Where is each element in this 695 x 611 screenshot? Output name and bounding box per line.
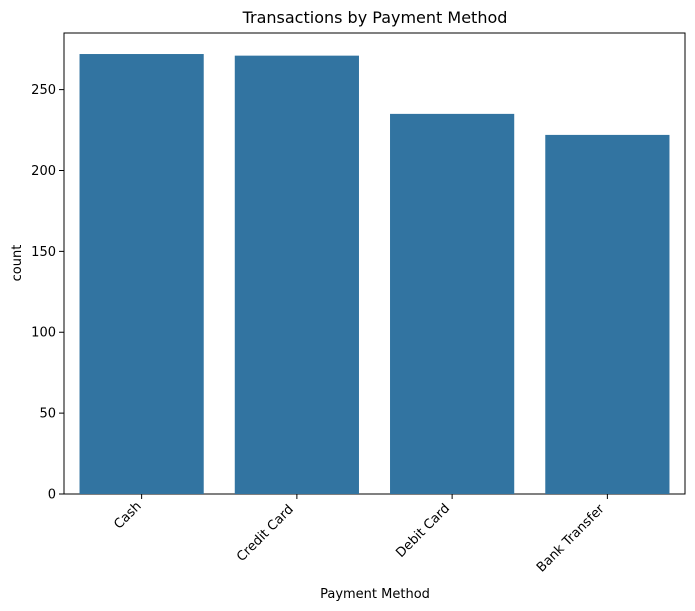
- y-tick-label: 50: [39, 407, 56, 422]
- bar-debit-card: [390, 113, 515, 494]
- x-tick-label: Credit Card: [234, 502, 297, 565]
- y-tick-label: 250: [31, 83, 56, 98]
- plot-frame: [63, 32, 686, 495]
- x-axis-ticks: Cash Credit Card Debit Card Bank Transfer: [111, 494, 608, 575]
- x-tick-label: Debit Card: [393, 501, 453, 561]
- bar-cash: [79, 54, 204, 494]
- bars-group: [79, 54, 670, 494]
- plot-area: [63, 32, 686, 495]
- bar-bank-transfer: [545, 134, 670, 494]
- x-axis-title: Payment Method: [320, 587, 430, 602]
- y-tick-label: 150: [31, 245, 56, 260]
- x-tick-label: Cash: [111, 499, 144, 532]
- y-tick-label: 100: [31, 326, 56, 341]
- y-axis-ticks: 0 50 100 150 200 250: [31, 83, 64, 503]
- x-tick-label: Bank Transfer: [534, 501, 608, 575]
- y-tick-label: 200: [31, 164, 56, 179]
- bar-credit-card: [234, 55, 359, 494]
- y-tick-label: 0: [48, 488, 56, 503]
- y-axis-title: count: [10, 245, 25, 282]
- chart-title: Transactions by Payment Method: [242, 8, 508, 27]
